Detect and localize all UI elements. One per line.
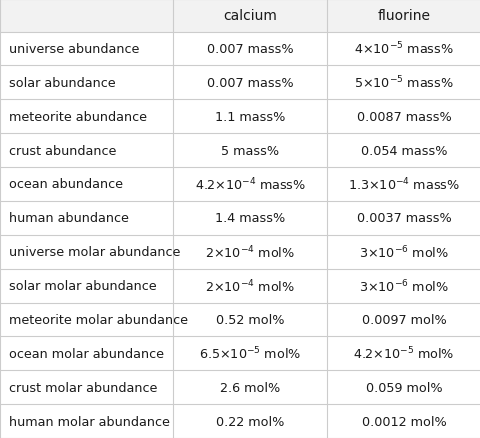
Bar [326, 371, 480, 404]
Text: 0.0097 mol%: 0.0097 mol% [361, 313, 445, 326]
Bar [326, 32, 480, 66]
Text: 4×10$^{-5}$ mass%: 4×10$^{-5}$ mass% [353, 41, 453, 58]
Bar [173, 303, 326, 337]
Bar [0, 404, 173, 438]
Bar [0, 371, 173, 404]
Bar [0, 337, 173, 371]
Text: 1.3×10$^{-4}$ mass%: 1.3×10$^{-4}$ mass% [348, 176, 459, 193]
Text: 1.1 mass%: 1.1 mass% [215, 110, 285, 124]
Bar [0, 134, 173, 168]
Text: universe abundance: universe abundance [9, 43, 139, 56]
Text: crust abundance: crust abundance [9, 144, 116, 157]
Bar [0, 100, 173, 134]
Bar [326, 404, 480, 438]
Bar [0, 66, 173, 100]
Text: 6.5×10$^{-5}$ mol%: 6.5×10$^{-5}$ mol% [199, 345, 300, 362]
Bar [0, 168, 173, 201]
Text: meteorite molar abundance: meteorite molar abundance [9, 313, 187, 326]
Text: 0.22 mol%: 0.22 mol% [216, 415, 284, 427]
Text: 2.6 mol%: 2.6 mol% [219, 381, 280, 394]
Text: human abundance: human abundance [9, 212, 128, 225]
Bar [0, 269, 173, 303]
Bar [326, 100, 480, 134]
Text: 3×10$^{-6}$ mol%: 3×10$^{-6}$ mol% [358, 244, 448, 261]
Bar [173, 235, 326, 269]
Text: universe molar abundance: universe molar abundance [9, 246, 180, 258]
Bar [326, 134, 480, 168]
Text: ocean molar abundance: ocean molar abundance [9, 347, 163, 360]
Bar [0, 235, 173, 269]
Bar [0, 201, 173, 235]
Bar [173, 32, 326, 66]
Bar [326, 235, 480, 269]
Text: calcium: calcium [223, 9, 276, 23]
Text: 2×10$^{-4}$ mol%: 2×10$^{-4}$ mol% [204, 278, 295, 294]
Bar [326, 337, 480, 371]
Text: solar abundance: solar abundance [9, 77, 115, 90]
Bar [326, 168, 480, 201]
Bar [173, 371, 326, 404]
Bar [173, 404, 326, 438]
Bar [326, 66, 480, 100]
Text: meteorite abundance: meteorite abundance [9, 110, 146, 124]
Bar [173, 100, 326, 134]
Bar [0, 32, 173, 66]
Bar [0, 0, 173, 32]
Text: 0.0087 mass%: 0.0087 mass% [356, 110, 450, 124]
Bar [0, 303, 173, 337]
Text: ocean abundance: ocean abundance [9, 178, 122, 191]
Text: crust molar abundance: crust molar abundance [9, 381, 156, 394]
Bar [173, 66, 326, 100]
Bar [173, 201, 326, 235]
Text: 0.0037 mass%: 0.0037 mass% [356, 212, 450, 225]
Text: 5×10$^{-5}$ mass%: 5×10$^{-5}$ mass% [353, 75, 453, 92]
Bar [326, 303, 480, 337]
Text: 0.007 mass%: 0.007 mass% [206, 77, 293, 90]
Bar [173, 0, 326, 32]
Text: 0.0012 mol%: 0.0012 mol% [361, 415, 445, 427]
Text: 0.52 mol%: 0.52 mol% [216, 313, 284, 326]
Bar [326, 0, 480, 32]
Text: 2×10$^{-4}$ mol%: 2×10$^{-4}$ mol% [204, 244, 295, 261]
Text: 3×10$^{-6}$ mol%: 3×10$^{-6}$ mol% [358, 278, 448, 294]
Text: 4.2×10$^{-4}$ mass%: 4.2×10$^{-4}$ mass% [194, 176, 305, 193]
Bar [173, 337, 326, 371]
Text: human molar abundance: human molar abundance [9, 415, 169, 427]
Text: fluorine: fluorine [377, 9, 430, 23]
Bar [173, 168, 326, 201]
Text: 0.059 mol%: 0.059 mol% [365, 381, 442, 394]
Text: 1.4 mass%: 1.4 mass% [215, 212, 285, 225]
Text: 0.007 mass%: 0.007 mass% [206, 43, 293, 56]
Text: 0.054 mass%: 0.054 mass% [360, 144, 446, 157]
Bar [173, 134, 326, 168]
Bar [326, 269, 480, 303]
Bar [173, 269, 326, 303]
Text: solar molar abundance: solar molar abundance [9, 279, 156, 293]
Bar [326, 201, 480, 235]
Text: 5 mass%: 5 mass% [221, 144, 278, 157]
Text: 4.2×10$^{-5}$ mol%: 4.2×10$^{-5}$ mol% [353, 345, 454, 362]
